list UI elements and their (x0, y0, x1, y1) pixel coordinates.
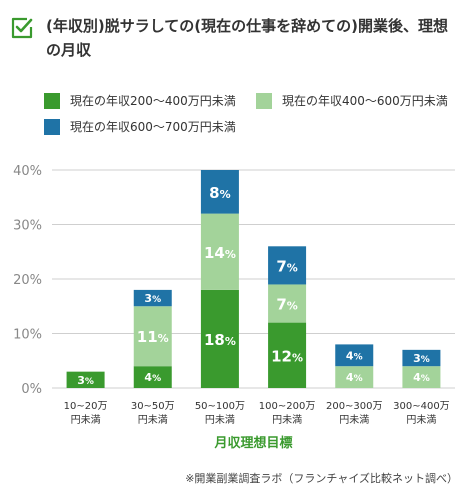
legend-item-series-1: 現在の年収200〜400万円未満 (44, 92, 236, 109)
data-label: 3% (413, 352, 430, 365)
checkbox-checked-icon (11, 17, 33, 39)
x-tick-label: 100~200万円未満 (259, 401, 316, 426)
y-tick-label: 40% (13, 164, 42, 179)
data-label: 14% (204, 244, 236, 262)
data-label: 8% (209, 184, 230, 202)
y-tick-label: 0% (21, 382, 42, 397)
data-label: 4% (346, 349, 363, 362)
y-tick-label: 20% (13, 273, 42, 288)
legend-label: 現在の年収600〜700万円未満 (70, 120, 236, 134)
y-tick-label: 30% (13, 219, 42, 234)
bar-segment (133, 289, 172, 307)
data-label: 3% (77, 374, 94, 387)
stacked-bar-chart: 0% 10% 20% 30% 40% 3% 10~20万円未満 4% 11% 3% 30~50万円未… (13, 164, 455, 451)
data-label: 18% (204, 331, 236, 349)
bar-segment (268, 246, 307, 285)
legend-item-series-3: 現在の年収600〜700万円未満 (44, 118, 236, 135)
bar-segment (66, 371, 105, 388)
bar-segment (200, 170, 239, 214)
bar-segment (402, 366, 441, 388)
x-tick-label: 50~100万円未満 (195, 401, 245, 426)
legend-swatch (44, 118, 60, 135)
data-label: 12% (271, 347, 303, 365)
bar-segment (133, 306, 172, 367)
data-label: 4% (346, 371, 363, 384)
data-label: 7% (276, 296, 297, 314)
legend-swatch (44, 92, 60, 109)
chart-title: (年収別)脱サラしての(現在の仕事を辞めての)開業後、理想の月収 (46, 17, 448, 59)
legend-swatch (256, 92, 272, 109)
bar-segment (335, 366, 374, 388)
data-label: 3% (144, 292, 161, 305)
data-label: 4% (144, 371, 161, 384)
legend-label: 現在の年収200〜400万円未満 (70, 94, 236, 108)
x-tick-label: 200~300万円未満 (326, 401, 383, 426)
data-label: 11% (137, 328, 169, 346)
legend-label: 現在の年収400〜600万円未満 (282, 94, 448, 108)
bar-segment (133, 366, 172, 388)
x-tick-label: 10~20万円未満 (64, 401, 108, 426)
data-label: 7% (276, 257, 297, 275)
data-label: 4% (413, 371, 430, 384)
legend-item-series-2: 現在の年収400〜600万円未満 (256, 92, 448, 109)
bar-segment (402, 349, 441, 367)
bar-segment (200, 289, 239, 388)
x-tick-label: 300~400万円未満 (393, 401, 450, 426)
bar-segment (335, 344, 374, 367)
y-tick-label: 10% (13, 328, 42, 343)
bar-segment (200, 213, 239, 290)
bar-segment (268, 284, 307, 323)
bar-segment (268, 322, 307, 388)
x-axis-title: 月収理想目標 (213, 435, 292, 451)
x-tick-label: 30~50万円未満 (131, 401, 175, 426)
source-footnote: ※開業副業調査ラボ（フランチャイズ比較ネット調べ） (185, 472, 458, 485)
